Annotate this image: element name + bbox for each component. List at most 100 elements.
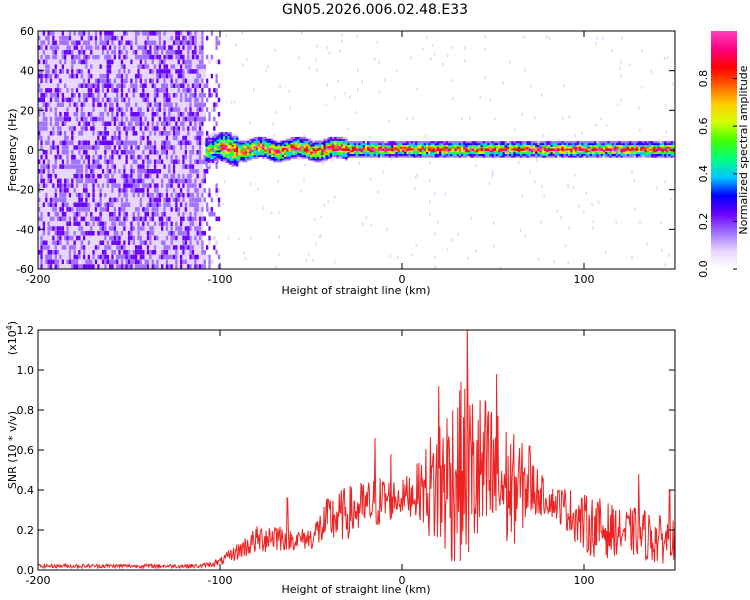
heatmap-cell (163, 107, 166, 112)
heatmap-cell (80, 107, 83, 112)
heatmap-cell (567, 184, 569, 188)
heatmap-cell (97, 45, 100, 50)
heatmap-cell (182, 45, 185, 50)
heatmap-cell (59, 69, 62, 74)
heatmap-cell (149, 259, 152, 265)
heatmap-cell (125, 126, 128, 131)
heatmap-cell (489, 99, 491, 102)
heatmap-cell (120, 140, 124, 146)
heatmap-cell (97, 183, 100, 188)
heatmap-cell (118, 226, 121, 231)
heatmap-cell (52, 226, 55, 231)
heatmap-cell (73, 54, 76, 60)
heatmap-cell (292, 144, 296, 147)
heatmap-cell (76, 26, 78, 31)
heatmap-cell (69, 26, 71, 31)
heatmap-cell (323, 147, 326, 150)
heatmap-cell (153, 192, 157, 198)
heatmap-cell (266, 154, 269, 157)
heatmap-cell (56, 83, 60, 88)
heatmap-cell (168, 31, 171, 36)
heatmap-cell (180, 116, 183, 122)
heatmap-cell (106, 192, 109, 198)
heatmap-cell (184, 31, 188, 36)
heatmap-cell (314, 149, 317, 152)
heatmap-cell (94, 226, 98, 231)
heatmap-cell (52, 102, 55, 107)
heatmap-cell (273, 144, 276, 147)
heatmap-cell (104, 35, 107, 41)
heatmap-cell (130, 164, 133, 169)
heatmap-cell (210, 221, 214, 226)
heatmap-cell (158, 202, 162, 207)
heatmap-cell (184, 240, 188, 245)
heatmap-cell (85, 126, 88, 131)
heatmap-cell (75, 188, 79, 193)
heatmap-cell (73, 197, 76, 203)
heatmap-cell (168, 111, 171, 117)
heatmap-cell (213, 197, 216, 203)
heatmap-cell (191, 173, 195, 179)
heatmap-cell (66, 150, 69, 155)
heatmap-cell (71, 140, 74, 146)
heatmap-cell (153, 121, 157, 126)
heatmap-cell (165, 226, 169, 231)
heatmap-cell (206, 207, 209, 212)
heatmap-cell (201, 169, 204, 174)
heatmap-cell (220, 151, 224, 154)
heatmap-cell (85, 169, 88, 174)
heatmap-cell (220, 150, 224, 153)
heatmap-cell (196, 97, 199, 103)
heatmap-cell (54, 192, 57, 198)
heatmap-cell (290, 136, 293, 140)
heatmap-cell (40, 235, 43, 241)
heatmap-cell (194, 116, 197, 122)
heatmap-cell (182, 183, 185, 188)
heatmap-cell (194, 145, 197, 150)
heatmap-cell (42, 159, 46, 165)
heatmap-cell (87, 183, 91, 188)
heatmap-cell (641, 49, 644, 53)
heatmap-cell (135, 73, 138, 79)
heatmap-cell (99, 78, 102, 84)
heatmap-cell (80, 192, 83, 198)
heatmap-cell (52, 126, 55, 131)
heatmap-cell (97, 240, 100, 245)
heatmap-cell (68, 73, 72, 79)
heatmap-cell (104, 45, 107, 50)
heatmap-cell (233, 153, 237, 156)
heatmap-cell (78, 183, 81, 188)
heatmap-cell (123, 78, 126, 84)
heatmap-cell (175, 78, 178, 84)
heatmap-cell (130, 264, 133, 269)
heatmap-cell (168, 116, 171, 122)
heatmap-cell (233, 139, 237, 142)
heatmap-cell (177, 145, 180, 150)
heatmap-cell (203, 78, 206, 84)
heatmap-cell (142, 145, 145, 150)
heatmap-cell (215, 73, 218, 79)
heatmap-cell (325, 151, 328, 154)
heatmap-cell (78, 145, 81, 150)
heatmap-cell (64, 78, 67, 84)
heatmap-cell (175, 116, 178, 122)
heatmap-cell (66, 73, 69, 79)
heatmap-cell (90, 259, 93, 265)
heatmap-cell (180, 254, 183, 260)
heatmap-cell (66, 178, 69, 184)
heatmap-cell (87, 88, 91, 93)
heatmap-cell (56, 59, 60, 65)
heatmap-cell (137, 69, 140, 74)
heatmap-cell (187, 169, 190, 174)
heatmap-cell (61, 135, 65, 141)
heatmap-cell (113, 40, 117, 46)
heatmap-cell (205, 142, 208, 146)
heatmap-cell (52, 135, 55, 141)
heatmap-cell (215, 88, 218, 93)
heatmap-cell (132, 169, 135, 174)
heatmap-cell (113, 59, 117, 65)
heatmap-cell (216, 135, 219, 138)
heatmap-cell (212, 148, 215, 151)
heatmap-cell (243, 251, 246, 255)
heatmap-cell (213, 126, 216, 131)
